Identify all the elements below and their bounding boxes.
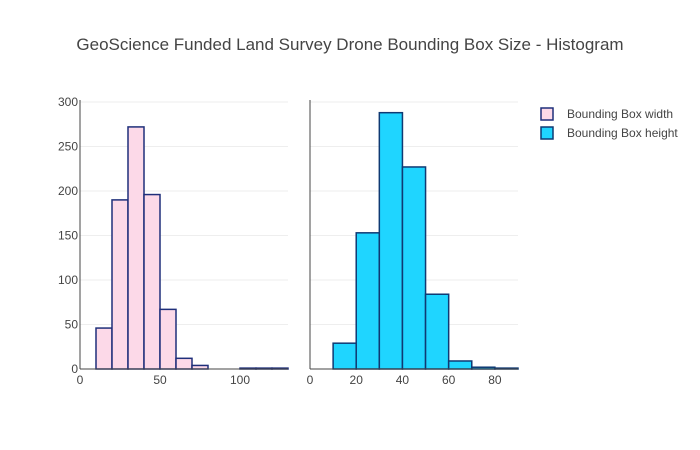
histogram-panels: 0 50 100 0 50 100 150 200 250 300 0 20 40 60 80: [58, 95, 519, 387]
x-tick-label: 80: [488, 373, 502, 387]
chart-title: GeoScience Funded Land Survey Drone Boun…: [76, 35, 623, 54]
histogram-bar[interactable]: [143, 193, 161, 370]
legend-label: Bounding Box height: [567, 126, 678, 140]
x-tick-label: 0: [77, 373, 84, 387]
histogram-bar[interactable]: [175, 357, 193, 370]
y-tick-label: 200: [58, 184, 78, 198]
histogram-bar[interactable]: [447, 360, 473, 370]
y-tick-label: 300: [58, 95, 78, 109]
legend-swatch: [540, 126, 554, 140]
legend-item[interactable]: Bounding Box width: [540, 107, 673, 121]
histogram-bar[interactable]: [401, 166, 427, 370]
y-tick-label: 50: [65, 318, 79, 332]
panel-1: 0 50 100 0 50 100 150 200 250 300: [58, 95, 289, 387]
x-tick-label: 40: [396, 373, 410, 387]
y-tick-label: 100: [58, 273, 78, 287]
y-tick-label: 0: [71, 362, 78, 376]
x-tick-label: 20: [350, 373, 364, 387]
legend: Bounding Box width Bounding Box height: [540, 107, 678, 140]
histogram-bar[interactable]: [159, 308, 177, 370]
histogram-bar[interactable]: [378, 111, 404, 370]
histogram-bar[interactable]: [95, 327, 113, 370]
histogram-bar[interactable]: [111, 199, 129, 370]
y-tick-label: 250: [58, 140, 78, 154]
histogram-bar[interactable]: [191, 364, 209, 370]
legend-swatch: [540, 107, 554, 121]
histogram-bar[interactable]: [332, 342, 357, 370]
legend-item[interactable]: Bounding Box height: [540, 126, 678, 140]
x-tick-label: 50: [153, 373, 167, 387]
x-tick-label: 60: [442, 373, 456, 387]
legend-label: Bounding Box width: [567, 107, 673, 121]
panel-2: 0 20 40 60 80: [307, 100, 519, 387]
y-tick-label: 150: [58, 229, 78, 243]
histogram-bar[interactable]: [127, 126, 145, 370]
x-tick-label: 0: [307, 373, 314, 387]
histogram-bar[interactable]: [424, 293, 450, 370]
x-tick-label: 100: [230, 373, 250, 387]
histogram-bar[interactable]: [355, 232, 381, 370]
